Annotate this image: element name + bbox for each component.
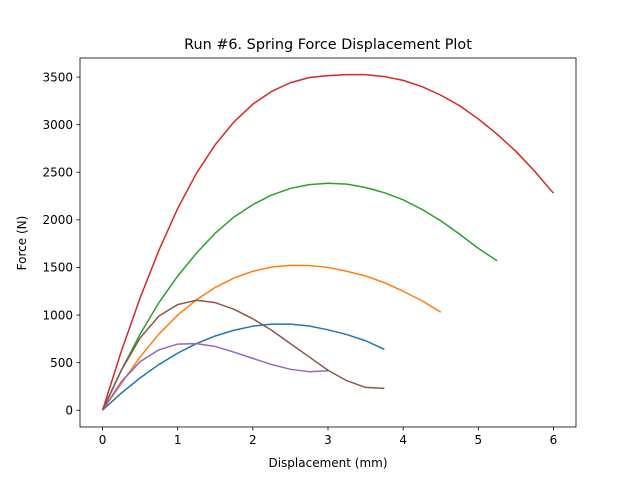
y-tick-label: 0 <box>65 404 73 418</box>
y-axis-ticks: 0 500 1000 1500 2000 2500 3000 3500 <box>42 70 80 418</box>
y-tick-label: 500 <box>50 356 73 370</box>
x-tick-label: 2 <box>249 433 257 447</box>
x-axis-label: Displacement (mm) <box>268 456 387 470</box>
x-tick-label: 4 <box>399 433 407 447</box>
series-line-6 <box>101 299 385 411</box>
plot-frame <box>79 57 577 428</box>
y-axis-label: Force (N) <box>15 216 29 271</box>
x-axis-ticks: 0 1 2 3 4 5 6 <box>99 427 558 447</box>
chart-title: Run #6. Spring Force Displacement Plot <box>184 37 472 53</box>
x-tick-label: 3 <box>324 433 332 447</box>
series-line-5 <box>101 342 329 411</box>
x-tick-label: 1 <box>174 433 182 447</box>
plot-lines <box>101 73 555 411</box>
series-line-3 <box>101 182 498 411</box>
series-line-1 <box>102 323 385 411</box>
y-tick-label: 2500 <box>42 166 73 180</box>
series-line-4 <box>101 73 555 411</box>
y-tick-label: 1000 <box>42 308 73 322</box>
y-tick-label: 1500 <box>42 261 73 275</box>
series-line-2 <box>101 264 442 411</box>
y-tick-label: 2000 <box>42 213 73 227</box>
x-tick-label: 6 <box>550 433 558 447</box>
x-tick-label: 5 <box>474 433 482 447</box>
x-tick-label: 0 <box>99 433 107 447</box>
y-tick-label: 3000 <box>42 118 73 132</box>
y-tick-label: 3500 <box>42 70 73 84</box>
